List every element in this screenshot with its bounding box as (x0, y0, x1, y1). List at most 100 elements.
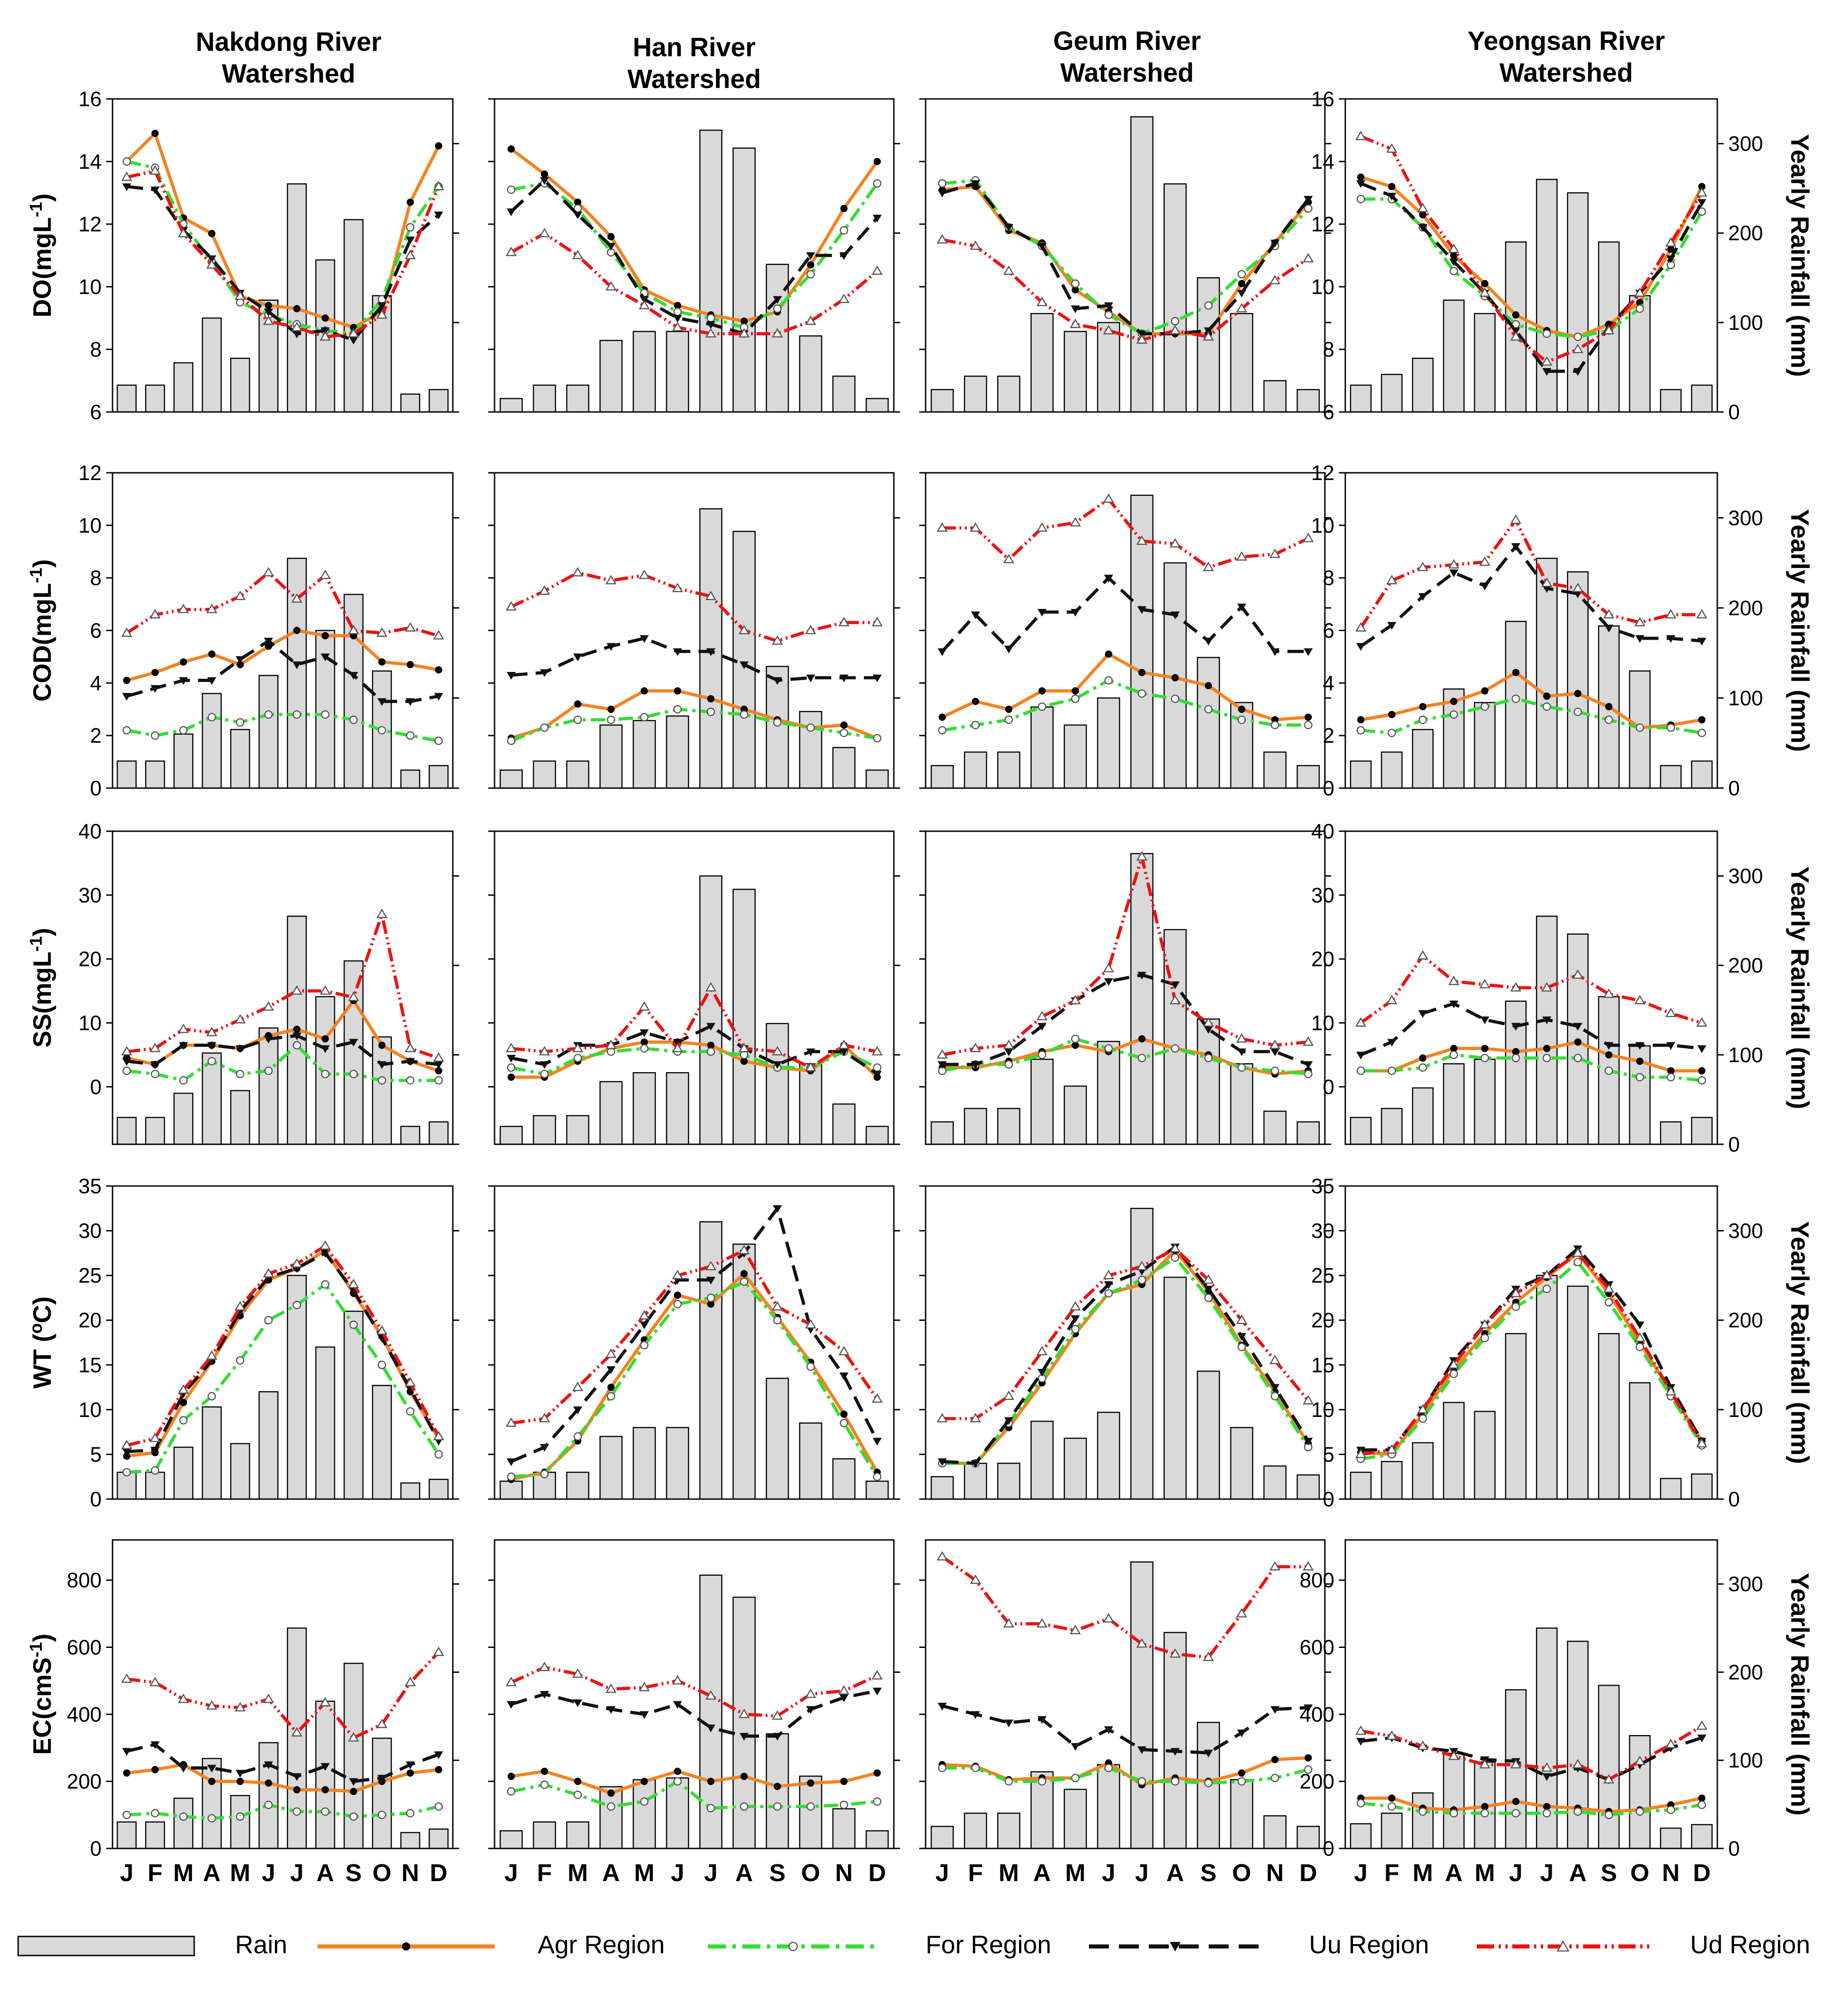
rain-bar (732, 1597, 756, 1849)
marker-uu (150, 1741, 160, 1749)
rain-bar (1350, 1823, 1372, 1849)
marker-uu (1270, 648, 1279, 656)
marker-ud (1665, 237, 1676, 247)
marker-ud (1448, 975, 1460, 985)
marker-for (1038, 702, 1046, 711)
plot-frame (112, 830, 454, 1145)
marker-ud (263, 567, 274, 577)
marker-ud (433, 1431, 444, 1441)
marker-uu (839, 252, 848, 260)
plot-frame (112, 1539, 454, 1849)
month-label: A (1033, 1859, 1051, 1887)
plot-area (1345, 1186, 1717, 1499)
rain-bar (1505, 1000, 1527, 1145)
marker-ud (505, 1676, 517, 1686)
marker-for (873, 1063, 882, 1072)
series-line-for (127, 1283, 440, 1474)
series-line-for (126, 1044, 439, 1082)
rain-bar (145, 1471, 165, 1500)
marker-for (507, 185, 515, 194)
month-label: O (801, 1859, 820, 1887)
rain-bar (599, 724, 623, 789)
series-line-agr (126, 629, 439, 682)
y-tick-label: 0 (90, 1075, 102, 1098)
marker-ud (178, 1693, 189, 1703)
plot-area (926, 1540, 1325, 1848)
marker-ud (1665, 1386, 1676, 1396)
right-axis-label: Yearly Rainfall (mm) (1786, 134, 1814, 377)
marker-uu (839, 1694, 848, 1702)
marker-ud (805, 1319, 816, 1328)
marker-uu (1037, 1023, 1047, 1031)
marker-agr (1138, 669, 1146, 676)
marker-for (1573, 1054, 1582, 1063)
marker-for (207, 1057, 216, 1066)
marker-for (1480, 1809, 1489, 1818)
rain-bar (1064, 1789, 1087, 1849)
rain-bar (201, 1758, 222, 1849)
marker-ud (970, 1574, 981, 1584)
y-tick-label: 20 (78, 947, 102, 971)
month-label: N (835, 1859, 853, 1887)
rain-bar (230, 1795, 250, 1849)
marker-ud (1069, 517, 1081, 527)
marker-for (1104, 1044, 1113, 1053)
marker-for (207, 713, 216, 721)
marker-ud (638, 569, 650, 579)
plot-area (113, 831, 453, 1144)
marker-for (236, 718, 245, 727)
marker-ud (348, 1732, 359, 1742)
marker-for (406, 1076, 415, 1085)
rain-bar (599, 1436, 623, 1500)
marker-agr (293, 1786, 301, 1794)
title-han-line2: Watershed (627, 64, 761, 94)
plot-frame (925, 1185, 1326, 1500)
marker-ud (605, 574, 617, 584)
series-line-ud (126, 571, 439, 637)
month-label: O (373, 1859, 392, 1887)
marker-uu (150, 1061, 160, 1069)
rain-bar (765, 264, 789, 413)
plot-frame (925, 830, 1326, 1145)
marker-ud (1386, 143, 1397, 153)
legend-agr-marker (402, 1942, 410, 1951)
marker-for (1038, 1050, 1046, 1059)
marker-ud (638, 1001, 650, 1011)
marker-for (640, 1341, 649, 1350)
marker-agr (1512, 1048, 1520, 1055)
marker-uu (1171, 1748, 1180, 1756)
rain-bar (1567, 1641, 1589, 1849)
rain-bar (400, 1126, 421, 1145)
marker-uu (1542, 585, 1552, 593)
rain-bar (931, 1476, 954, 1500)
rain-bar (1505, 1689, 1527, 1849)
rain-bar (1030, 1421, 1054, 1500)
marker-uu (349, 337, 358, 345)
marker-uu (1604, 624, 1613, 632)
marker-ud (235, 1301, 246, 1311)
y-tick-label: 800 (67, 1569, 102, 1592)
marker-uu (839, 1372, 848, 1380)
marker-uu (1004, 646, 1014, 654)
marker-for (406, 731, 415, 740)
y-tick-label: 0 (1323, 1075, 1334, 1098)
y-tick-label: 10 (1311, 514, 1334, 537)
marker-agr (641, 1038, 648, 1046)
marker-uu (506, 672, 516, 680)
marker-ud (1634, 1755, 1646, 1765)
marker-agr (507, 1073, 515, 1081)
marker-uu (1387, 622, 1397, 630)
marker-ud (738, 1245, 750, 1255)
month-label: D (868, 1859, 886, 1887)
marker-for (540, 1780, 549, 1789)
plot-area (495, 99, 894, 412)
rain-bar (428, 1828, 449, 1849)
marker-uu (1304, 1061, 1313, 1069)
rain-bar (1443, 1402, 1465, 1500)
marker-uu (406, 698, 415, 706)
marker-uu (1573, 368, 1583, 376)
marker-ud (1236, 1033, 1247, 1043)
marker-uu (606, 1366, 616, 1374)
y-tick-label: 16 (1311, 87, 1334, 111)
